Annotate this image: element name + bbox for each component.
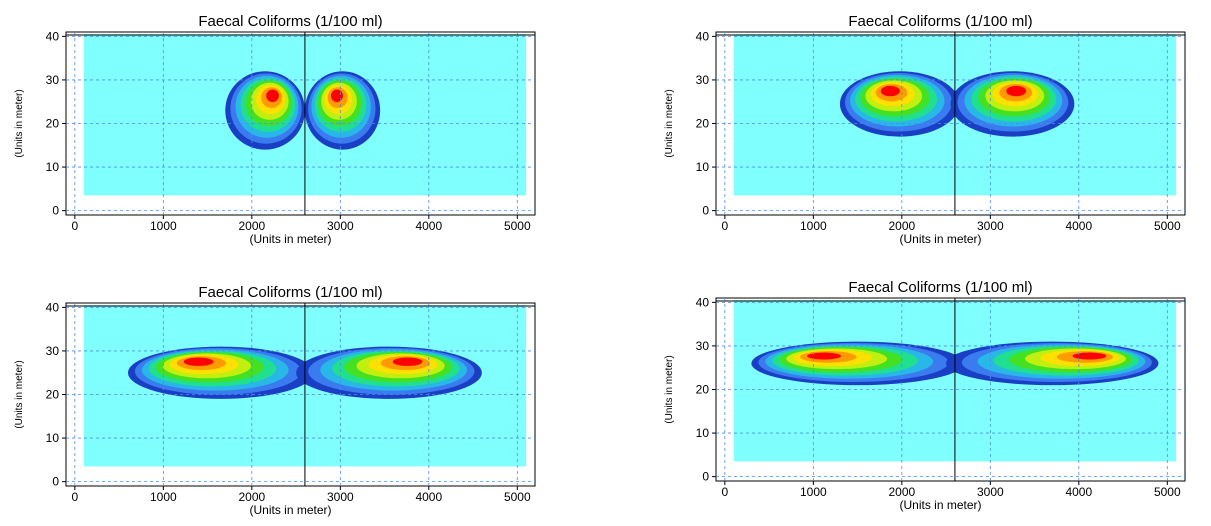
plume-group [225,71,381,150]
x-tick-label-3000: 3000 [977,485,1004,499]
y-tick-label-0: 0 [702,204,709,218]
plume-2 [304,71,381,150]
x-tick-label-0: 0 [722,219,729,233]
x-tick-label-4000: 4000 [1065,485,1092,499]
plume-2 [296,346,482,399]
x-tick-label-5000: 5000 [504,219,531,233]
x-tick-label-3000: 3000 [327,219,354,233]
plume-group [751,341,1159,386]
chart-panel-2: 0 1000 2000 3000 4000 5000 0 10 20 30 40 Faecal Col… [650,0,1210,250]
axis-ticks: 0 1000 2000 3000 4000 5000 0 10 20 30 40 [696,29,1181,233]
chart-svg: 0 1000 2000 3000 4000 5000 0 10 20 30 40 Faecal Col… [664,279,1186,512]
axis-ticks: 0 1000 2000 3000 4000 5000 0 10 20 30 40 [46,29,531,233]
y-tick-label-10: 10 [46,431,60,445]
y-axis-label: (Units in meter) [14,89,25,157]
x-tick-label-1000: 1000 [800,485,827,499]
x-tick-label-0: 0 [722,485,729,499]
contour-level-9 [392,357,423,366]
y-tick-label-20: 20 [46,117,60,131]
y-tick-label-30: 30 [46,344,60,358]
chart-svg: 0 1000 2000 3000 4000 5000 0 10 20 30 40 Faecal Col… [14,13,536,246]
chart-panel-1: 0 1000 2000 3000 4000 5000 0 10 20 30 40 Faecal Col… [0,0,560,250]
axis-ticks: 0 1000 2000 3000 4000 5000 0 10 20 30 40 [46,300,531,504]
x-tick-label-2000: 2000 [888,219,915,233]
contour-level-9 [807,352,842,360]
y-tick-label-40: 40 [696,295,710,309]
x-tick-label-2000: 2000 [888,485,915,499]
plume-2 [946,341,1159,386]
grid-lines [716,32,1185,215]
y-tick-label-0: 0 [702,470,709,484]
y-tick-label-40: 40 [696,29,710,43]
y-tick-label-10: 10 [46,160,60,174]
plume-group [127,346,482,399]
contour-level-9 [1072,352,1107,360]
y-tick-label-0: 0 [52,475,59,489]
grid-lines [66,303,535,486]
x-tick-label-4000: 4000 [1065,219,1092,233]
y-tick-label-30: 30 [46,73,60,87]
y-tick-label-20: 20 [46,388,60,402]
plume-1 [839,71,960,137]
y-axis-label: (Units in meter) [14,360,25,428]
axis-ticks: 0 1000 2000 3000 4000 5000 0 10 20 30 40 [696,295,1181,499]
x-tick-label-0: 0 [72,219,79,233]
y-tick-label-30: 30 [696,339,710,353]
contour-level-9 [266,89,279,103]
y-tick-label-40: 40 [46,29,60,43]
x-tick-label-4000: 4000 [415,219,442,233]
plume-1 [127,346,314,399]
chart-title: Faecal Coliforms (1/100 ml) [848,13,1032,30]
y-axis-label: (Units in meter) [664,89,675,157]
x-tick-label-1000: 1000 [150,490,177,504]
y-tick-label-20: 20 [696,117,710,131]
x-axis-label: (Units in meter) [899,232,981,246]
y-tick-label-10: 10 [696,426,710,440]
y-tick-label-30: 30 [696,73,710,87]
contour-level-9 [330,89,343,103]
x-tick-label-2000: 2000 [238,219,265,233]
grid-lines [716,298,1185,481]
x-tick-label-5000: 5000 [1154,219,1181,233]
plume-1 [225,71,305,150]
x-axis-label: (Units in meter) [249,503,331,517]
chart-svg: 0 1000 2000 3000 4000 5000 0 10 20 30 40 Faecal Col… [14,284,536,517]
y-tick-label-40: 40 [46,300,60,314]
plume-group [839,71,1075,137]
contour-level-9 [1006,85,1027,97]
y-tick-label-20: 20 [696,383,710,397]
plume-2 [950,71,1075,137]
x-tick-label-0: 0 [72,490,79,504]
chart-title: Faecal Coliforms (1/100 ml) [198,284,382,301]
x-tick-label-1000: 1000 [800,219,827,233]
grid-lines [66,32,535,215]
x-axis-label: (Units in meter) [899,498,981,512]
chart-title: Faecal Coliforms (1/100 ml) [848,279,1032,296]
x-tick-label-5000: 5000 [504,490,531,504]
x-axis-label: (Units in meter) [249,232,331,246]
x-tick-label-5000: 5000 [1154,485,1181,499]
x-tick-label-3000: 3000 [327,490,354,504]
chart-panel-4: 0 1000 2000 3000 4000 5000 0 10 20 30 40 Faecal Col… [650,266,1210,516]
y-axis-label: (Units in meter) [664,355,675,423]
x-tick-label-4000: 4000 [415,490,442,504]
contour-level-9 [880,85,900,97]
y-tick-label-0: 0 [52,204,59,218]
y-tick-label-10: 10 [696,160,710,174]
chart-title: Faecal Coliforms (1/100 ml) [198,13,382,30]
chart-svg: 0 1000 2000 3000 4000 5000 0 10 20 30 40 Faecal Col… [664,13,1186,246]
x-tick-label-2000: 2000 [238,490,265,504]
x-tick-label-1000: 1000 [150,219,177,233]
plume-1 [751,341,964,386]
contour-level-9 [183,357,214,366]
chart-panel-3: 0 1000 2000 3000 4000 5000 0 10 20 30 40 Faecal Col… [0,271,560,521]
x-tick-label-3000: 3000 [977,219,1004,233]
